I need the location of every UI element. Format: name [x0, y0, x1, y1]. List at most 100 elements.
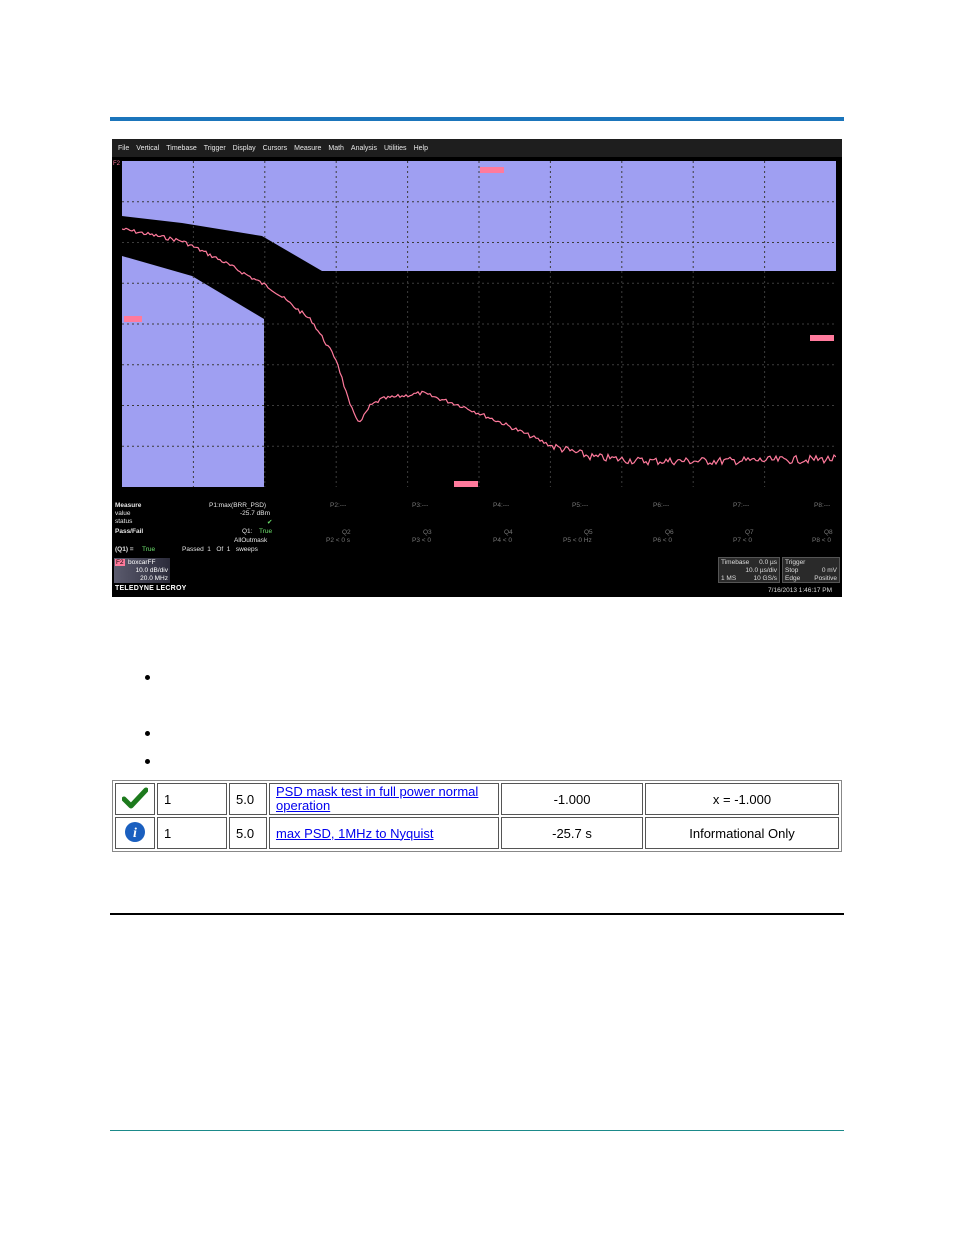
- brand-logo-text: TELEDYNE LECROY: [115, 585, 187, 592]
- menu-cursors[interactable]: Cursors: [262, 144, 288, 152]
- result-icon-cell: [115, 783, 155, 815]
- value-label: value: [115, 510, 131, 517]
- trigger-level: 0 mV: [821, 567, 837, 574]
- timebase-rate: 10 GS/s: [753, 575, 777, 582]
- menu-help[interactable]: Help: [413, 144, 428, 152]
- oscilloscope-screenshot: File Vertical Timebase Trigger Display C…: [112, 139, 842, 597]
- trigger-mode: Stop: [785, 567, 799, 574]
- result-value: -25.7 s: [501, 817, 643, 849]
- timebase-value: 0.0 µs: [759, 559, 777, 566]
- p1-value: -25.7 dBm: [240, 510, 270, 517]
- passed-text: Passed 1 Of 1 sweeps: [182, 546, 258, 553]
- check-icon: [121, 787, 149, 808]
- q7-condition: P7 < 0: [733, 537, 752, 544]
- q5-condition: P5 < 0 Hz: [563, 537, 592, 544]
- scope-datetime: 7/16/2013 1:46:17 PM: [768, 587, 832, 594]
- q1-name[interactable]: Q1:: [242, 528, 253, 535]
- result-title-cell: PSD mask test in full power normal opera…: [269, 783, 499, 815]
- footer-rule: [110, 1130, 844, 1131]
- q2-condition: P2 < 0 s: [326, 537, 351, 544]
- passfail-label: Pass/Fail: [115, 528, 144, 535]
- left-marker-label: [124, 316, 142, 322]
- result-outcome: x = -1.000: [645, 783, 839, 815]
- p5-param[interactable]: P5:---: [572, 502, 589, 509]
- menu-display[interactable]: Display: [232, 144, 256, 152]
- p2-param[interactable]: P2:---: [330, 502, 347, 509]
- menu-measure[interactable]: Measure: [294, 144, 322, 152]
- trigger-type: Edge: [785, 575, 801, 582]
- q5-label[interactable]: Q5: [584, 529, 593, 536]
- menu-vertical[interactable]: Vertical: [136, 144, 160, 152]
- bullet-3: [145, 759, 150, 764]
- p7-param[interactable]: P7:---: [733, 502, 750, 509]
- trigger-label: Trigger: [785, 559, 806, 566]
- trigger-slope: Positive: [814, 575, 837, 582]
- bullet-2: [145, 731, 150, 736]
- top-marker-label: [480, 167, 504, 173]
- results-table: 1 5.0 PSD mask test in full power normal…: [112, 780, 842, 852]
- result-title-cell: max PSD, 1MHz to Nyquist: [269, 817, 499, 849]
- table-row: 1 5.0 PSD mask test in full power normal…: [115, 783, 839, 815]
- q6-label[interactable]: Q6: [665, 529, 674, 536]
- channel-name: boxcarFF: [128, 559, 156, 566]
- trace-marker: F2: [113, 161, 121, 167]
- trigger-descriptor[interactable]: Trigger Stop 0 mV Edge Positive: [782, 557, 840, 583]
- p3-param[interactable]: P3:---: [412, 502, 429, 509]
- timebase-descriptor[interactable]: Timebase 0.0 µs 10.0 µs/div 1 MS 10 GS/s: [718, 557, 780, 583]
- svg-text:i: i: [133, 826, 137, 841]
- q6-condition: P6 < 0: [653, 537, 672, 544]
- info-icon: i: [125, 821, 145, 842]
- bottom-marker-label: [454, 481, 478, 487]
- result-value: -1.000: [501, 783, 643, 815]
- top-rule: [110, 117, 844, 121]
- channel-descriptor-f2[interactable]: F2 boxcarFF 10.0 dB/div 20.0 MHz: [114, 558, 170, 583]
- p1-status-check: ✔: [267, 519, 273, 526]
- channel-span: 20.0 MHz: [140, 575, 168, 582]
- result-icon-cell: i: [115, 817, 155, 849]
- spectrum-display: [122, 161, 836, 487]
- q1-result-value: True: [142, 546, 156, 553]
- result-version: 5.0: [229, 817, 267, 849]
- result-outcome: Informational Only: [645, 817, 839, 849]
- result-version: 5.0: [229, 783, 267, 815]
- p8-param[interactable]: P8:---: [814, 502, 831, 509]
- channel-tag: F2: [115, 559, 125, 566]
- menu-file[interactable]: File: [118, 144, 130, 152]
- q7-label[interactable]: Q7: [745, 529, 754, 536]
- menu-timebase[interactable]: Timebase: [166, 144, 197, 152]
- p1-name[interactable]: P1:max(BRR_PSD): [209, 502, 267, 509]
- menu-analysis[interactable]: Analysis: [350, 144, 377, 152]
- q3-label[interactable]: Q3: [423, 529, 432, 536]
- q1-desc: AllOutmask: [234, 537, 268, 544]
- menu-utilities[interactable]: Utilities: [384, 144, 407, 152]
- scope-menubar: File Vertical Timebase Trigger Display C…: [112, 139, 842, 157]
- channel-scale: 10.0 dB/div: [135, 567, 168, 574]
- q1-true: True: [259, 528, 273, 535]
- menu-trigger[interactable]: Trigger: [203, 144, 226, 152]
- timebase-points: 1 MS: [721, 575, 737, 582]
- result-title-link[interactable]: PSD mask test in full power normal opera…: [276, 784, 479, 813]
- timebase-div: 10.0 µs/div: [745, 567, 777, 574]
- table-row: i 1 5.0 max PSD, 1MHz to Nyquist -25.7 s…: [115, 817, 839, 849]
- q8-condition: P8 < 0: [812, 537, 831, 544]
- p4-param[interactable]: P4:---: [493, 502, 510, 509]
- bullet-1: [145, 675, 150, 680]
- q8-label[interactable]: Q8: [824, 529, 833, 536]
- status-label: status: [115, 518, 133, 525]
- result-index: 1: [157, 817, 227, 849]
- q2-label[interactable]: Q2: [342, 529, 351, 536]
- menu-math[interactable]: Math: [328, 144, 344, 152]
- right-marker-label: [810, 335, 834, 341]
- q4-label[interactable]: Q4: [504, 529, 513, 536]
- measurement-panel: Measure value status Pass/Fail (Q1) = Tr…: [112, 500, 842, 597]
- p6-param[interactable]: P6:---: [653, 502, 670, 509]
- result-title-link[interactable]: max PSD, 1MHz to Nyquist: [276, 825, 434, 841]
- graticule: [122, 161, 836, 487]
- section-divider: [110, 913, 844, 915]
- timebase-label: Timebase: [721, 559, 750, 566]
- result-index: 1: [157, 783, 227, 815]
- measure-label: Measure: [115, 502, 142, 509]
- q3-condition: P3 < 0: [412, 537, 431, 544]
- psd-trace: [122, 227, 836, 467]
- q4-condition: P4 < 0: [493, 537, 512, 544]
